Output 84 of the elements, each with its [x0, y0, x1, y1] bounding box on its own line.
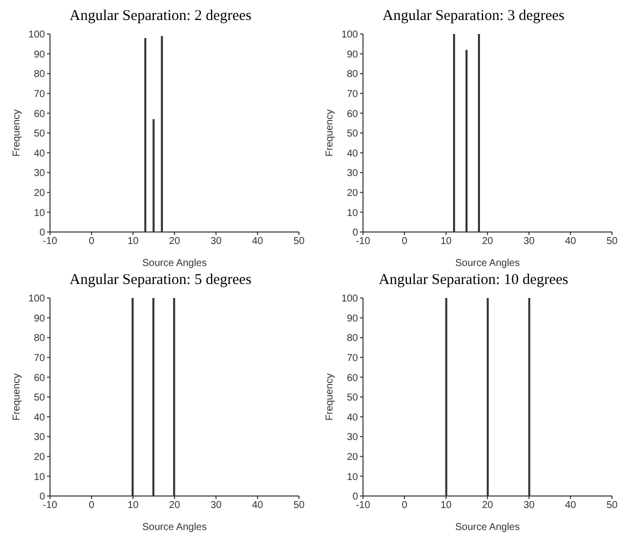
y-tick-label: 70 [34, 88, 46, 100]
y-tick-label: 60 [346, 372, 358, 384]
x-tick-label: 0 [402, 236, 408, 248]
y-tick-label: 80 [34, 69, 46, 80]
x-axis-title: Source Angles [455, 258, 520, 269]
y-tick-label: 40 [346, 412, 358, 424]
y-tick-label: 50 [346, 392, 358, 404]
y-axis-title: Frequency [324, 373, 336, 421]
y-tick-label: 100 [341, 294, 358, 305]
x-tick-label: 40 [564, 500, 576, 512]
y-axis-title: Frequency [324, 109, 336, 157]
y-tick-label: 60 [34, 108, 46, 120]
x-axis-title: Source Angles [142, 522, 207, 533]
x-tick-label: 10 [127, 236, 139, 248]
x-tick-label: 50 [606, 236, 618, 248]
chart-title: Angular Separation: 10 degrees [378, 272, 570, 290]
y-tick-label: 60 [346, 108, 358, 120]
y-tick-label: 0 [39, 492, 46, 503]
x-tick-label: 30 [523, 500, 535, 512]
y-tick-label: 100 [341, 30, 358, 41]
x-tick-label: 10 [127, 500, 139, 512]
y-tick-label: 60 [34, 372, 46, 384]
y-tick-label: 20 [34, 188, 46, 199]
y-tick-label: 10 [34, 472, 46, 483]
y-tick-label: 0 [39, 228, 46, 239]
x-axis-title: Source Angles [142, 258, 207, 269]
y-tick-label: 40 [34, 148, 46, 160]
x-tick-label: 30 [210, 236, 222, 248]
x-tick-label: 30 [210, 500, 222, 512]
x-tick-label: 0 [88, 236, 95, 248]
y-tick-label: 30 [34, 432, 46, 444]
y-tick-label: 70 [346, 352, 358, 364]
y-tick-label: 70 [34, 352, 46, 364]
x-tick-label: 40 [564, 236, 576, 248]
x-tick-label: 30 [523, 236, 535, 248]
x-tick-label: 50 [293, 236, 305, 248]
y-tick-label: 50 [34, 128, 46, 140]
x-tick-label: 20 [168, 236, 180, 248]
x-tick-label: -10 [42, 500, 58, 512]
x-tick-label: 10 [440, 500, 452, 512]
y-tick-label: 90 [34, 313, 46, 324]
y-axis-title: Frequency [12, 373, 23, 421]
y-tick-label: 80 [346, 333, 358, 344]
y-tick-label: 50 [34, 392, 46, 404]
x-tick-label: -10 [356, 500, 371, 512]
y-tick-label: 80 [346, 69, 358, 80]
y-tick-label: 20 [346, 452, 358, 463]
x-tick-label: -10 [42, 236, 58, 248]
y-tick-label: 30 [34, 168, 46, 180]
x-tick-label: 40 [252, 236, 264, 248]
x-tick-label: 20 [482, 236, 494, 248]
y-tick-label: 40 [34, 412, 46, 424]
y-tick-label: 40 [346, 148, 358, 160]
x-tick-label: 20 [482, 500, 494, 512]
y-tick-label: 30 [346, 432, 358, 444]
y-tick-label: 20 [346, 188, 358, 199]
y-tick-label: 50 [346, 128, 358, 140]
x-tick-label: 40 [252, 500, 264, 512]
y-tick-label: 10 [34, 208, 46, 219]
y-tick-label: 10 [346, 472, 358, 483]
x-tick-label: 50 [606, 500, 618, 512]
y-tick-label: 80 [34, 333, 46, 344]
y-tick-label: 30 [346, 168, 358, 180]
y-tick-label: 90 [34, 49, 46, 60]
x-tick-label: 0 [402, 500, 408, 512]
x-axis-title: Source Angles [455, 522, 520, 533]
y-axis-title: Frequency [12, 109, 23, 157]
x-tick-label: 50 [293, 500, 305, 512]
chart-title: Angular Separation: 3 degrees [381, 8, 566, 26]
x-tick-label: 10 [440, 236, 452, 248]
y-tick-label: 90 [346, 49, 358, 60]
y-tick-label: 10 [346, 208, 358, 219]
y-tick-label: 0 [352, 492, 358, 503]
y-tick-label: 70 [346, 88, 358, 100]
x-tick-label: -10 [356, 236, 371, 248]
x-tick-label: 20 [168, 500, 180, 512]
x-tick-label: 0 [88, 500, 95, 512]
chart-title: Angular Separation: 2 degrees [68, 8, 253, 26]
y-tick-label: 90 [346, 313, 358, 324]
y-tick-label: 20 [34, 452, 46, 463]
chart-title: Angular Separation: 5 degrees [68, 272, 253, 290]
y-tick-label: 0 [352, 228, 358, 239]
y-tick-label: 100 [28, 30, 46, 41]
y-tick-label: 100 [28, 294, 46, 305]
